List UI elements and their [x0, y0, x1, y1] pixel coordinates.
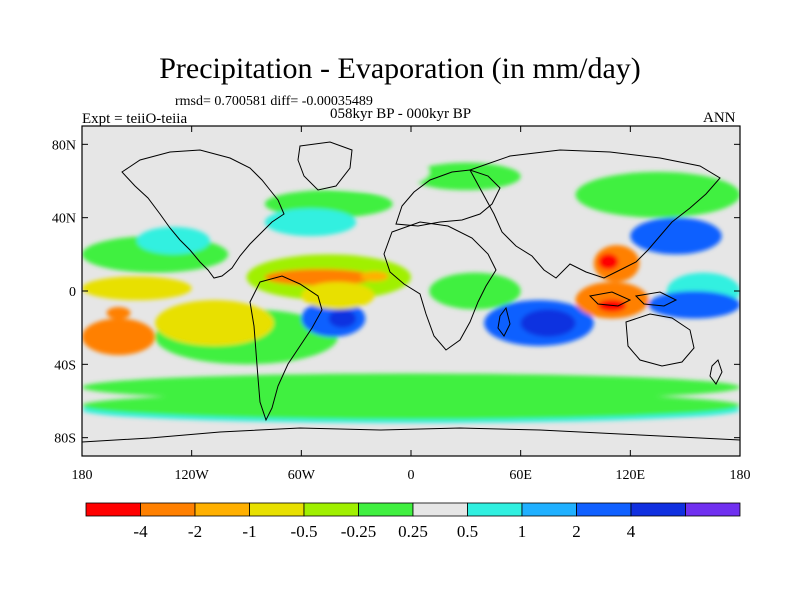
colorbar-swatch [576, 502, 632, 517]
colorbar-swatch [85, 502, 141, 517]
colorbar-swatch [194, 502, 250, 517]
field-region [648, 291, 740, 319]
colorbar-label: 4 [627, 522, 636, 541]
colorbar-swatch [685, 502, 741, 517]
field-region [630, 217, 722, 255]
coast-north-america [121, 149, 285, 279]
y-tick-label: 40N [52, 212, 76, 227]
period-label: 058kyr BP - 000kyr BP [330, 106, 472, 122]
colorbar-swatch [630, 502, 686, 517]
colorbar-label: -0.25 [341, 522, 376, 541]
colorbar-swatch [140, 502, 196, 517]
y-tick-label: 0 [69, 285, 76, 300]
x-tick-label: 180 [730, 468, 751, 483]
field-band [575, 171, 740, 218]
colorbar-swatch [249, 502, 305, 517]
coast-south-america [249, 275, 323, 422]
colorbar-label: -0.5 [291, 522, 318, 541]
field-region [520, 309, 576, 337]
y-tick-label: 80S [54, 432, 76, 447]
colorbar-label: -4 [133, 522, 148, 541]
coastlines [82, 141, 740, 443]
x-axis: 180 120W 60W 0 60E 120E 180 [72, 126, 751, 483]
field-region [264, 208, 357, 236]
field-region [136, 226, 210, 255]
x-tick-label: 120E [616, 468, 646, 483]
map-title: Precipitation - Evaporation (in mm/day) [159, 52, 641, 85]
field-region [191, 305, 265, 328]
colorbar-swatch [521, 502, 577, 517]
coast-asia [469, 149, 721, 279]
colorbar-label: -1 [242, 522, 256, 541]
x-tick-label: 0 [408, 468, 415, 483]
field-core [360, 271, 389, 282]
colorbar: -4 -2 -1 -0.5 -0.25 0.25 0.5 1 2 4 [85, 502, 741, 541]
colorbar-label: -2 [188, 522, 202, 541]
coast-australia [625, 313, 695, 367]
y-tick-label: 40S [54, 358, 76, 373]
colorbar-swatch [303, 502, 359, 517]
colorbar-label: 1 [518, 522, 527, 541]
x-tick-label: 180 [72, 468, 93, 483]
field-core [106, 307, 131, 319]
y-axis: 80N 40N 0 40S 80S [52, 138, 740, 447]
coast-europe [395, 169, 501, 227]
colorbar-swatch [467, 502, 523, 517]
field-core [598, 253, 619, 270]
colorbar-swatch [358, 502, 414, 517]
colorbar-label: 0.5 [457, 522, 478, 541]
field-band [429, 272, 521, 310]
x-tick-label: 60W [288, 468, 316, 483]
colorbar-label: 0.25 [398, 522, 428, 541]
coast-africa [383, 221, 497, 351]
y-tick-label: 80N [52, 138, 76, 153]
field-region [82, 276, 192, 301]
statistics-label: rmsd= 0.700581 diff= -0.00035489 [175, 94, 373, 109]
field-region [301, 153, 430, 191]
field-region [82, 391, 740, 420]
field-region [301, 281, 375, 310]
coast-indonesia [588, 291, 632, 307]
colorbar-label: 2 [572, 522, 581, 541]
field-band [411, 162, 521, 191]
x-tick-label: 60E [509, 468, 532, 483]
coast-greenland [297, 141, 353, 191]
experiment-label: Expt = teiiO-teiia [82, 111, 188, 127]
field-region [328, 309, 357, 328]
colorbar-swatch [412, 502, 468, 517]
field-region [264, 269, 375, 286]
field-region [82, 318, 156, 356]
field-core [300, 275, 321, 285]
x-tick-label: 120W [175, 468, 210, 483]
coast-antarctica [82, 427, 740, 443]
season-label: ANN [703, 110, 736, 126]
